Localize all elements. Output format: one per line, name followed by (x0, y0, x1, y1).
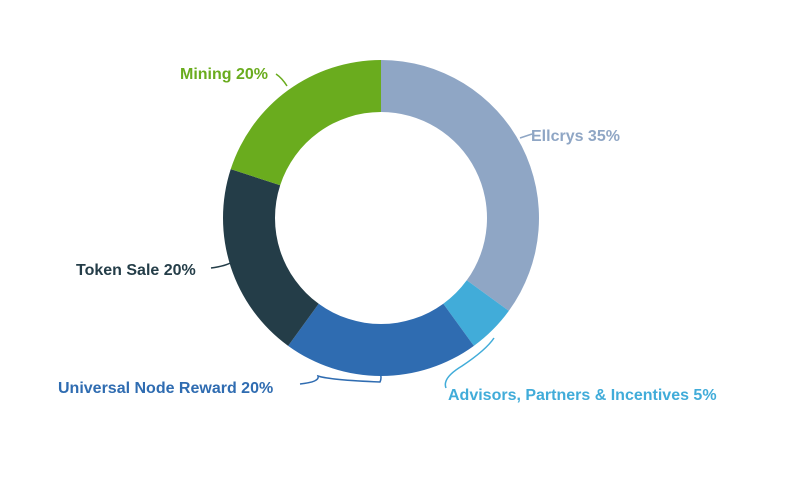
label-leader-lines (210, 73, 533, 389)
slice-token-sale (223, 169, 319, 346)
slice-ellcrys (381, 60, 539, 311)
slice-label-mining: Mining 20% (180, 66, 268, 83)
slice-label-universal-node-reward: Universal Node Reward 20% (58, 380, 273, 397)
slice-label-token-sale: Token Sale 20% (76, 262, 196, 279)
leader-universal-node-reward (299, 371, 382, 385)
leader-ellcrys (519, 133, 533, 139)
leader-mining (275, 73, 288, 87)
slice-advisors-partners-incentives (443, 280, 509, 346)
leader-advisors (444, 337, 495, 389)
slice-label-advisors: Advisors, Partners & Incentives 5% (448, 387, 717, 404)
leader-token-sale (210, 261, 233, 269)
slice-universal-node-reward (288, 303, 474, 376)
slice-mining (230, 60, 381, 186)
slice-label-ellcrys: Ellcrys 35% (531, 128, 620, 145)
donut-slices (223, 60, 539, 376)
